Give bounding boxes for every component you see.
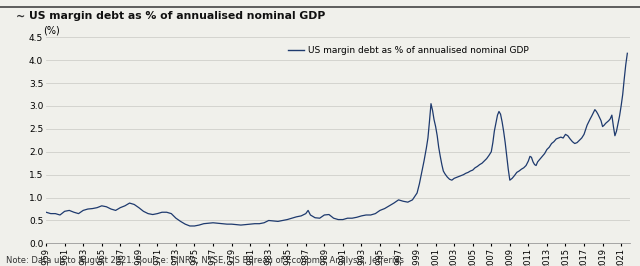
- Legend: US margin debt as % of annualised nominal GDP: US margin debt as % of annualised nomina…: [287, 46, 529, 55]
- Text: ~: ~: [16, 12, 25, 22]
- Text: US margin debt as % of annualised nominal GDP: US margin debt as % of annualised nomina…: [29, 11, 325, 21]
- Text: Note: Data up to August 2021. Source: FINRA, NYSE, US Bureau of Economic Analysi: Note: Data up to August 2021. Source: FI…: [6, 256, 404, 265]
- Text: (%): (%): [43, 25, 60, 35]
